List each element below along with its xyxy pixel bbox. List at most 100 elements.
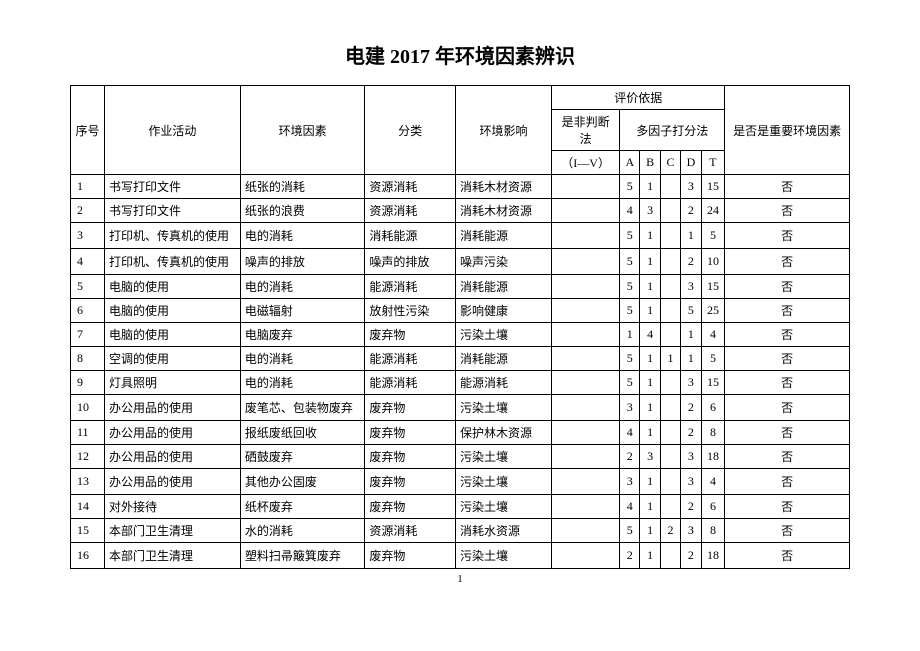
cell-important: 否 bbox=[725, 421, 850, 445]
cell-impact: 消耗木材资源 bbox=[455, 175, 551, 199]
cell-factor: 电的消耗 bbox=[240, 275, 365, 299]
cell-category: 资源消耗 bbox=[365, 199, 456, 223]
header-multi-group: 多因子打分法 bbox=[620, 110, 725, 151]
cell-judge bbox=[552, 275, 620, 299]
cell-factor: 纸杯废弃 bbox=[240, 495, 365, 519]
cell-a: 5 bbox=[620, 347, 640, 371]
cell-factor: 其他办公固废 bbox=[240, 469, 365, 495]
cell-t: 18 bbox=[701, 543, 725, 569]
cell-judge bbox=[552, 519, 620, 543]
cell-impact: 消耗能源 bbox=[455, 347, 551, 371]
cell-factor: 电的消耗 bbox=[240, 223, 365, 249]
cell-a: 2 bbox=[620, 445, 640, 469]
cell-judge bbox=[552, 421, 620, 445]
cell-category: 能源消耗 bbox=[365, 347, 456, 371]
cell-factor: 电的消耗 bbox=[240, 371, 365, 395]
cell-impact: 噪声污染 bbox=[455, 249, 551, 275]
table-row: 2书写打印文件纸张的浪费资源消耗消耗木材资源43224否 bbox=[71, 199, 850, 223]
cell-a: 3 bbox=[620, 395, 640, 421]
cell-important: 否 bbox=[725, 543, 850, 569]
cell-c: 2 bbox=[660, 519, 680, 543]
cell-activity: 灯具照明 bbox=[104, 371, 240, 395]
cell-seq: 8 bbox=[71, 347, 105, 371]
header-category: 分类 bbox=[365, 86, 456, 175]
cell-judge bbox=[552, 175, 620, 199]
cell-impact: 污染土壤 bbox=[455, 495, 551, 519]
cell-b: 1 bbox=[640, 495, 660, 519]
cell-b: 1 bbox=[640, 223, 660, 249]
cell-factor: 电磁辐射 bbox=[240, 299, 365, 323]
cell-activity: 办公用品的使用 bbox=[104, 469, 240, 495]
cell-factor: 电脑废弃 bbox=[240, 323, 365, 347]
cell-impact: 消耗水资源 bbox=[455, 519, 551, 543]
cell-activity: 电脑的使用 bbox=[104, 299, 240, 323]
header-seq: 序号 bbox=[71, 86, 105, 175]
header-judge: 是非判断法 bbox=[552, 110, 620, 151]
cell-t: 4 bbox=[701, 323, 725, 347]
cell-category: 资源消耗 bbox=[365, 175, 456, 199]
cell-seq: 16 bbox=[71, 543, 105, 569]
cell-activity: 对外接待 bbox=[104, 495, 240, 519]
cell-activity: 本部门卫生清理 bbox=[104, 519, 240, 543]
table-row: 7电脑的使用电脑废弃废弃物污染土壤1414否 bbox=[71, 323, 850, 347]
cell-d: 2 bbox=[681, 395, 701, 421]
cell-impact: 保护林木资源 bbox=[455, 421, 551, 445]
cell-c bbox=[660, 275, 680, 299]
cell-seq: 9 bbox=[71, 371, 105, 395]
cell-important: 否 bbox=[725, 323, 850, 347]
cell-b: 1 bbox=[640, 395, 660, 421]
cell-d: 3 bbox=[681, 371, 701, 395]
cell-important: 否 bbox=[725, 395, 850, 421]
cell-t: 4 bbox=[701, 469, 725, 495]
cell-a: 5 bbox=[620, 175, 640, 199]
table-row: 1书写打印文件纸张的消耗资源消耗消耗木材资源51315否 bbox=[71, 175, 850, 199]
cell-activity: 办公用品的使用 bbox=[104, 421, 240, 445]
cell-category: 废弃物 bbox=[365, 421, 456, 445]
cell-t: 5 bbox=[701, 347, 725, 371]
cell-factor: 水的消耗 bbox=[240, 519, 365, 543]
cell-impact: 影响健康 bbox=[455, 299, 551, 323]
cell-c bbox=[660, 323, 680, 347]
cell-seq: 10 bbox=[71, 395, 105, 421]
cell-b: 1 bbox=[640, 275, 660, 299]
cell-c bbox=[660, 495, 680, 519]
cell-category: 废弃物 bbox=[365, 323, 456, 347]
cell-c bbox=[660, 249, 680, 275]
cell-a: 5 bbox=[620, 223, 640, 249]
cell-b: 3 bbox=[640, 445, 660, 469]
table-row: 14对外接待纸杯废弃废弃物污染土壤4126否 bbox=[71, 495, 850, 519]
cell-judge bbox=[552, 469, 620, 495]
cell-c bbox=[660, 175, 680, 199]
cell-factor: 废笔芯、包装物废弃 bbox=[240, 395, 365, 421]
cell-c bbox=[660, 421, 680, 445]
cell-judge bbox=[552, 543, 620, 569]
cell-impact: 消耗能源 bbox=[455, 275, 551, 299]
cell-d: 3 bbox=[681, 445, 701, 469]
cell-impact: 污染土壤 bbox=[455, 323, 551, 347]
cell-b: 1 bbox=[640, 347, 660, 371]
cell-category: 能源消耗 bbox=[365, 275, 456, 299]
table-row: 5电脑的使用电的消耗能源消耗消耗能源51315否 bbox=[71, 275, 850, 299]
cell-t: 6 bbox=[701, 395, 725, 421]
cell-judge bbox=[552, 223, 620, 249]
header-important: 是否是重要环境因素 bbox=[725, 86, 850, 175]
cell-a: 5 bbox=[620, 275, 640, 299]
cell-activity: 办公用品的使用 bbox=[104, 445, 240, 469]
cell-seq: 12 bbox=[71, 445, 105, 469]
cell-impact: 能源消耗 bbox=[455, 371, 551, 395]
cell-judge bbox=[552, 323, 620, 347]
cell-seq: 1 bbox=[71, 175, 105, 199]
cell-c bbox=[660, 371, 680, 395]
cell-seq: 2 bbox=[71, 199, 105, 223]
header-basis-group: 评价依据 bbox=[552, 86, 725, 110]
header-d: D bbox=[681, 151, 701, 175]
cell-activity: 书写打印文件 bbox=[104, 175, 240, 199]
cell-d: 3 bbox=[681, 275, 701, 299]
cell-important: 否 bbox=[725, 175, 850, 199]
table-row: 11办公用品的使用报纸废纸回收废弃物保护林木资源4128否 bbox=[71, 421, 850, 445]
header-c: C bbox=[660, 151, 680, 175]
cell-d: 5 bbox=[681, 299, 701, 323]
cell-judge bbox=[552, 249, 620, 275]
cell-seq: 13 bbox=[71, 469, 105, 495]
header-impact: 环境影响 bbox=[455, 86, 551, 175]
